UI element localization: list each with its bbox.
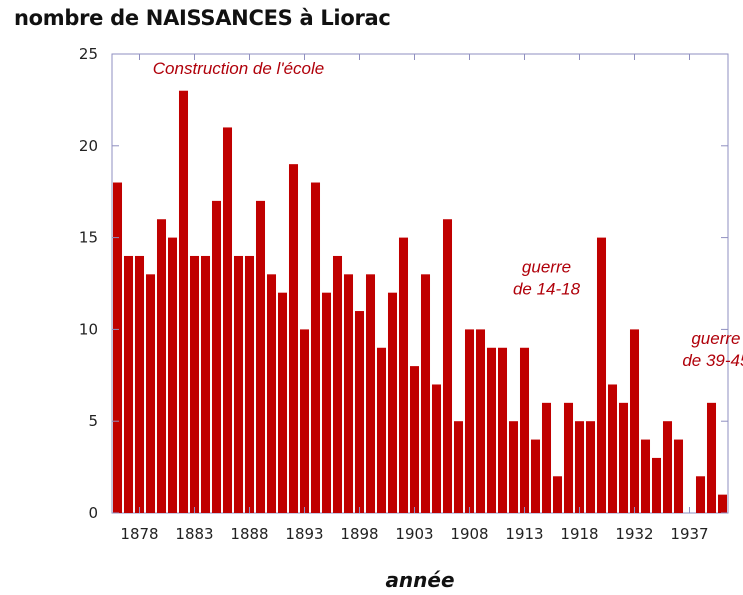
- bar: [618, 402, 629, 513]
- bar: [134, 255, 145, 513]
- bar: [266, 274, 277, 513]
- x-tick-label: 1898: [340, 525, 378, 543]
- y-tick-label: 25: [79, 45, 98, 63]
- y-tick-label: 5: [88, 412, 98, 430]
- bar: [376, 347, 387, 513]
- bar: [453, 421, 464, 513]
- bar: [299, 329, 310, 513]
- bar: [123, 255, 134, 513]
- y-axis-ticks: 0 5 10 15 20 25: [79, 45, 728, 522]
- plot-border: [111, 53, 729, 514]
- bar: [354, 311, 365, 513]
- annotation-text: guerre: [691, 329, 740, 348]
- chart-title: nombre de NAISSANCES à Liorac: [14, 6, 391, 30]
- bar: [662, 421, 673, 513]
- bars-group: [112, 90, 728, 514]
- annotations-group: Construction de l'école guerre de 14-18 gue…: [153, 59, 743, 370]
- bar: [563, 402, 574, 513]
- bar: [288, 164, 299, 513]
- x-tick-label: 1878: [120, 525, 158, 543]
- y-tick-label: 20: [79, 137, 98, 155]
- bar: [607, 384, 618, 513]
- bar: [189, 255, 200, 513]
- bar: [222, 127, 233, 513]
- bar: [486, 347, 497, 513]
- bar: [651, 457, 662, 513]
- annotation-text: de 14-18: [513, 279, 581, 298]
- bar: [211, 200, 222, 513]
- bar: [717, 494, 728, 513]
- bar: [112, 182, 123, 513]
- bar: [233, 255, 244, 513]
- x-tick-label: 1893: [285, 525, 323, 543]
- x-tick-label: 1908: [450, 525, 488, 543]
- bar: [398, 237, 409, 513]
- bar: [596, 237, 607, 513]
- bar: [310, 182, 321, 513]
- bar: [464, 329, 475, 513]
- x-axis-title: année: [385, 568, 454, 592]
- plot-frame: [111, 53, 729, 514]
- bar: [255, 200, 266, 513]
- bar: [420, 274, 431, 513]
- bar: [706, 402, 717, 513]
- bar: [365, 274, 376, 513]
- bar: [530, 439, 541, 513]
- x-tick-label: 1888: [230, 525, 268, 543]
- bar: [552, 476, 563, 513]
- x-tick-label: 1903: [395, 525, 433, 543]
- bar: [167, 237, 178, 513]
- bar: [277, 292, 288, 513]
- x-tick-label: 1937: [670, 525, 708, 543]
- bar: [541, 402, 552, 513]
- bar: [156, 219, 167, 514]
- bar: [585, 421, 596, 513]
- bar: [178, 90, 189, 513]
- bar: [673, 439, 684, 513]
- bar: [475, 329, 486, 513]
- bar: [321, 292, 332, 513]
- bar: [409, 366, 420, 513]
- y-tick-label: 15: [79, 229, 98, 247]
- bar: [145, 274, 156, 513]
- bar: [332, 255, 343, 513]
- x-tick-label: 1932: [615, 525, 653, 543]
- x-axis-ticks: 1878 1883 1888 1893 1898 1903 1908 1913 1918 1932…: [120, 54, 709, 543]
- bar: [519, 347, 530, 513]
- bar: [343, 274, 354, 513]
- y-tick-label: 10: [79, 320, 98, 338]
- bar: [431, 384, 442, 513]
- x-tick-label: 1918: [560, 525, 598, 543]
- bar: [244, 255, 255, 513]
- x-tick-label: 1883: [175, 525, 213, 543]
- y-tick-label: 0: [88, 504, 98, 522]
- bar: [695, 476, 706, 513]
- annotation-text: de 39-45: [682, 351, 743, 370]
- bar: [387, 292, 398, 513]
- bar: [442, 219, 453, 514]
- bar: [508, 421, 519, 513]
- bar: [497, 347, 508, 513]
- annotation-text: Construction de l'école: [153, 59, 324, 78]
- bar: [629, 329, 640, 513]
- bar: [640, 439, 651, 513]
- annotation-text: guerre: [522, 257, 571, 276]
- bar: [574, 421, 585, 513]
- x-tick-label: 1913: [505, 525, 543, 543]
- bar: [200, 255, 211, 513]
